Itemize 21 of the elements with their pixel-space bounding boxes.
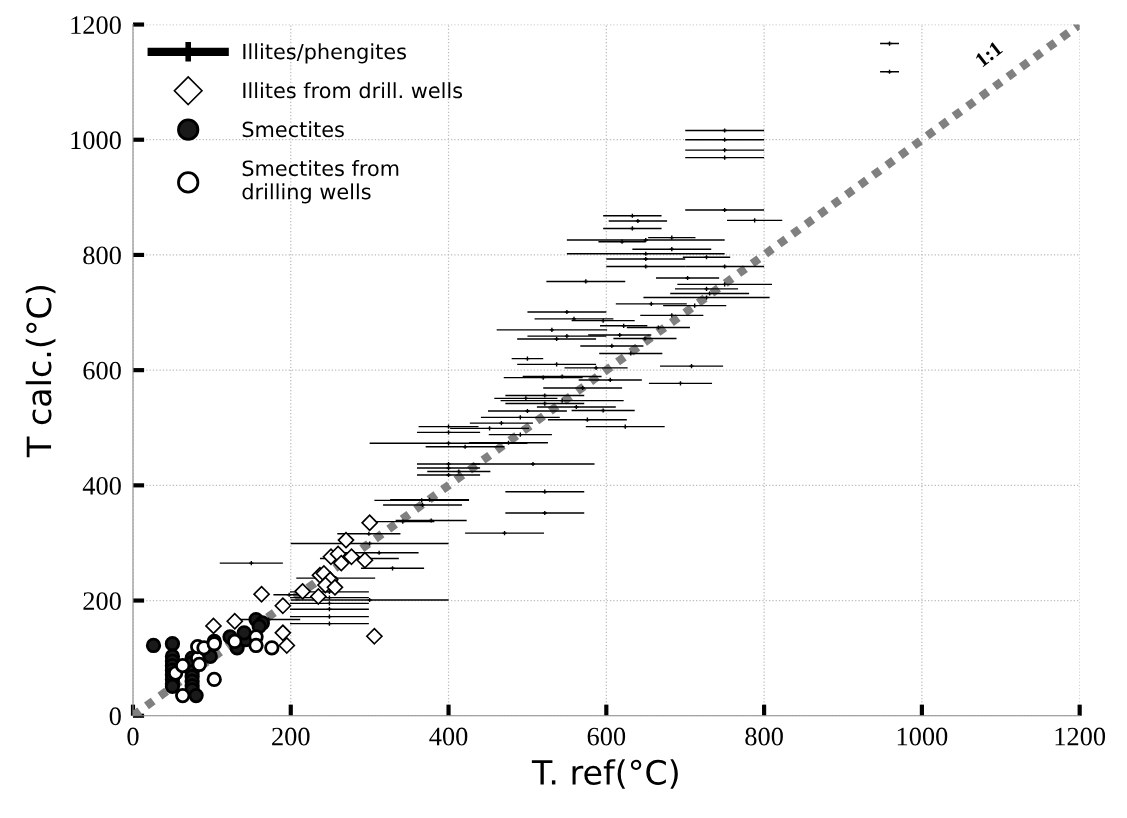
- y-tick-label: 1200: [71, 16, 121, 34]
- y-tick-label: 0: [109, 707, 121, 726]
- y-tick-label: 200: [83, 592, 121, 610]
- x-tick-label: 200: [272, 727, 310, 746]
- x-tick-label: 1000: [897, 727, 948, 746]
- x-tick-label: 0: [127, 727, 139, 746]
- y-tick-label: 800: [83, 246, 121, 265]
- legend-label: Illites from drill. wells: [243, 82, 463, 99]
- legend-label: Smectites: [242, 121, 344, 138]
- x-tick-label: 400: [429, 727, 468, 746]
- x-axis-title: T. ref(°C): [531, 759, 678, 789]
- y-axis-title: T calc.(°C): [25, 286, 56, 458]
- x-tick-label: 800: [745, 727, 783, 746]
- x-tick-label: 600: [587, 727, 626, 746]
- annotation: 1:1: [974, 40, 1004, 68]
- y-tick-label: 1000: [71, 131, 121, 150]
- y-tick-label: 400: [82, 476, 121, 495]
- y-tick-label: 600: [83, 361, 121, 380]
- x-tick-label: 1200: [1055, 727, 1106, 746]
- legend-label: Illites/phengites: [243, 43, 406, 64]
- legend-label: Smectites from drilling wells: [242, 160, 399, 204]
